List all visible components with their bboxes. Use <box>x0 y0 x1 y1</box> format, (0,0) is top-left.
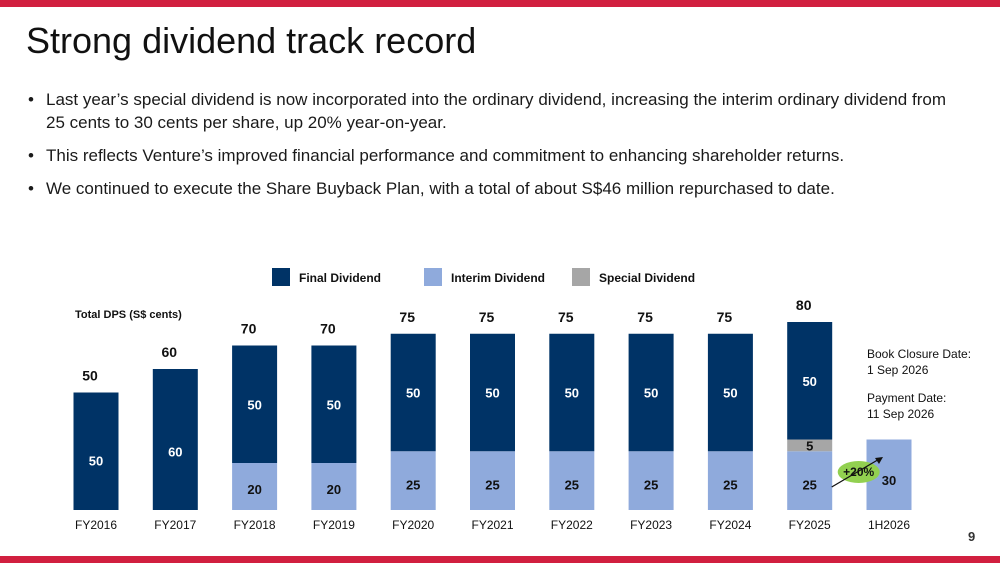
total-value-label: 60 <box>162 344 178 360</box>
bar-segment <box>390 451 436 510</box>
segment-value-label: 25 <box>406 478 420 493</box>
legend-label: Special Dividend <box>599 271 695 285</box>
segment-value-label: 20 <box>247 482 261 497</box>
legend-swatch <box>572 268 590 286</box>
segment-value-label: 25 <box>565 478 579 493</box>
payment-date: 11 Sep 2026 <box>867 407 935 421</box>
x-tick-label: FY2020 <box>392 518 434 532</box>
segment-value-label: 50 <box>565 386 579 401</box>
segment-value-label: 60 <box>168 444 182 459</box>
total-value-label: 75 <box>558 309 574 325</box>
x-tick-label: FY2021 <box>471 518 513 532</box>
bar-segment <box>152 369 198 510</box>
x-tick-label: FY2022 <box>551 518 593 532</box>
top-accent-bar <box>0 0 1000 7</box>
bar-segment <box>707 333 753 452</box>
bar-segment <box>628 333 674 452</box>
segment-value-label: 50 <box>327 397 341 412</box>
total-value-label: 75 <box>399 309 415 325</box>
x-tick-label: FY2019 <box>313 518 355 532</box>
x-tick-label: FY2024 <box>709 518 751 532</box>
bar-segment <box>628 451 674 510</box>
slide-title: Strong dividend track record <box>26 20 477 61</box>
payment-label: Payment Date: <box>867 391 947 405</box>
total-value-label: 50 <box>82 368 98 384</box>
legend-swatch <box>272 268 290 286</box>
book-closure-date: 1 Sep 2026 <box>867 363 929 377</box>
segment-value-label: 50 <box>644 386 658 401</box>
y-axis-label: Total DPS (S$ cents) <box>75 309 182 321</box>
x-tick-label: FY2025 <box>789 518 831 532</box>
bar-segment <box>470 451 515 510</box>
bullet-item: This reflects Venture’s improved financi… <box>28 144 946 167</box>
total-value-label: 75 <box>637 309 653 325</box>
x-tick-label: FY2018 <box>234 518 276 532</box>
legend-swatch <box>424 268 442 286</box>
x-tick-label: FY2016 <box>75 518 117 532</box>
bottom-accent-bar <box>0 556 1000 563</box>
total-value-label: 70 <box>241 321 257 337</box>
bar-segment <box>311 345 357 463</box>
segment-value-label: 50 <box>89 453 103 468</box>
segment-value-label: 50 <box>247 397 261 412</box>
segment-value-label: 50 <box>406 386 420 401</box>
bar-segment <box>549 451 595 510</box>
book-closure-label: Book Closure Date: <box>867 347 972 361</box>
total-value-label: 75 <box>479 309 495 325</box>
bar-segment <box>707 451 753 510</box>
segment-value-label: 25 <box>485 478 499 493</box>
bullet-item: We continued to execute the Share Buybac… <box>28 177 946 200</box>
segment-value-label: 25 <box>723 478 737 493</box>
segment-value-label: 25 <box>644 478 658 493</box>
total-value-label: 70 <box>320 321 336 337</box>
growth-arrow-head <box>875 457 883 464</box>
segment-value-label: 5 <box>806 438 813 453</box>
segment-value-label: 30 <box>882 473 896 488</box>
total-value-label: 75 <box>717 309 733 325</box>
bar-segment <box>311 463 357 510</box>
growth-arrow <box>831 457 882 488</box>
bullet-list: Last year’s special dividend is now inco… <box>28 88 946 210</box>
segment-value-label: 50 <box>723 386 737 401</box>
bar-segment <box>232 463 278 510</box>
dividend-chart: Final Dividend Interim Dividend Special Di… <box>73 268 912 532</box>
total-value-label: 80 <box>796 297 812 313</box>
segment-value-label: 25 <box>802 478 816 493</box>
x-tick-label: FY2023 <box>630 518 672 532</box>
segment-value-label: 20 <box>327 482 341 497</box>
segment-value-label: 50 <box>485 386 499 401</box>
legend-label: Final Dividend <box>299 271 381 285</box>
bar-segment <box>787 451 833 510</box>
page-number: 9 <box>968 529 976 544</box>
bullet-item: Last year’s special dividend is now inco… <box>28 88 946 134</box>
bar-segment <box>787 322 833 440</box>
legend-label: Interim Dividend <box>451 271 545 285</box>
x-tick-label: 1H2026 <box>868 518 910 532</box>
bar-segment <box>73 392 119 510</box>
segment-value-label: 50 <box>802 374 816 389</box>
book-closure-note: Book Closure Date: 1 Sep 2026 <box>867 346 971 378</box>
bar-segment <box>470 333 515 452</box>
bar-segment <box>787 439 833 452</box>
bar-segment <box>232 345 278 463</box>
bar-segment <box>549 333 595 452</box>
bar-segment <box>390 333 436 452</box>
x-tick-label: FY2017 <box>154 518 196 532</box>
payment-note: Payment Date: 11 Sep 2026 <box>867 390 946 422</box>
